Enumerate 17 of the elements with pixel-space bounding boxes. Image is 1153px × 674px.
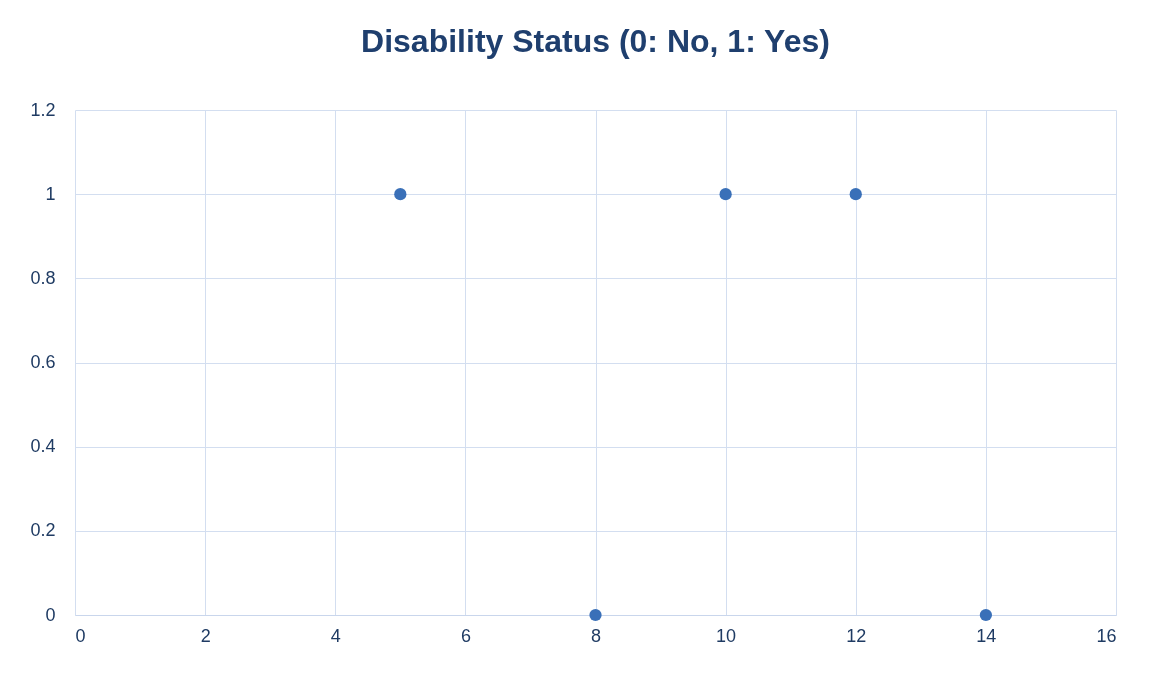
chart-title: Disability Status (0: No, 1: Yes) <box>361 23 830 59</box>
y-tick-label: 0.4 <box>30 436 56 457</box>
x-tick-label: 12 <box>846 625 867 646</box>
y-tick-label: 0.8 <box>30 267 56 288</box>
x-tick-label: 4 <box>330 625 341 646</box>
y-tick-label: 0 <box>45 604 56 625</box>
x-tick-label: 14 <box>976 625 997 646</box>
x-tick-label: 2 <box>200 625 211 646</box>
y-tick-label: 1 <box>45 183 56 204</box>
x-tick-label: 6 <box>460 625 471 646</box>
x-tick-label: 0 <box>75 625 86 646</box>
x-tick-label: 8 <box>590 625 602 646</box>
y-tick-label: 1.2 <box>30 99 56 120</box>
x-tick-label: 16 <box>1096 625 1117 646</box>
y-tick-label: 0.2 <box>30 520 56 541</box>
y-tick-label: 0.6 <box>30 352 56 372</box>
x-tick-label: 10 <box>716 625 737 646</box>
